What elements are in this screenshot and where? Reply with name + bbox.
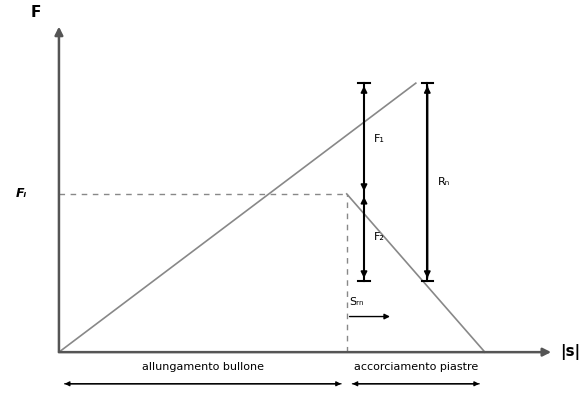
Text: Fᵢ: Fᵢ: [16, 187, 27, 200]
Text: Rₙ: Rₙ: [438, 177, 450, 187]
Text: Sᵣₙ: Sᵣₙ: [350, 297, 364, 307]
Text: |s|: |s|: [560, 344, 580, 360]
Text: F: F: [31, 5, 41, 20]
Text: F₂: F₂: [374, 233, 386, 243]
Text: F₁: F₁: [374, 134, 386, 144]
Text: accorciamento piastre: accorciamento piastre: [354, 362, 478, 372]
Text: allungamento bullone: allungamento bullone: [142, 362, 264, 372]
